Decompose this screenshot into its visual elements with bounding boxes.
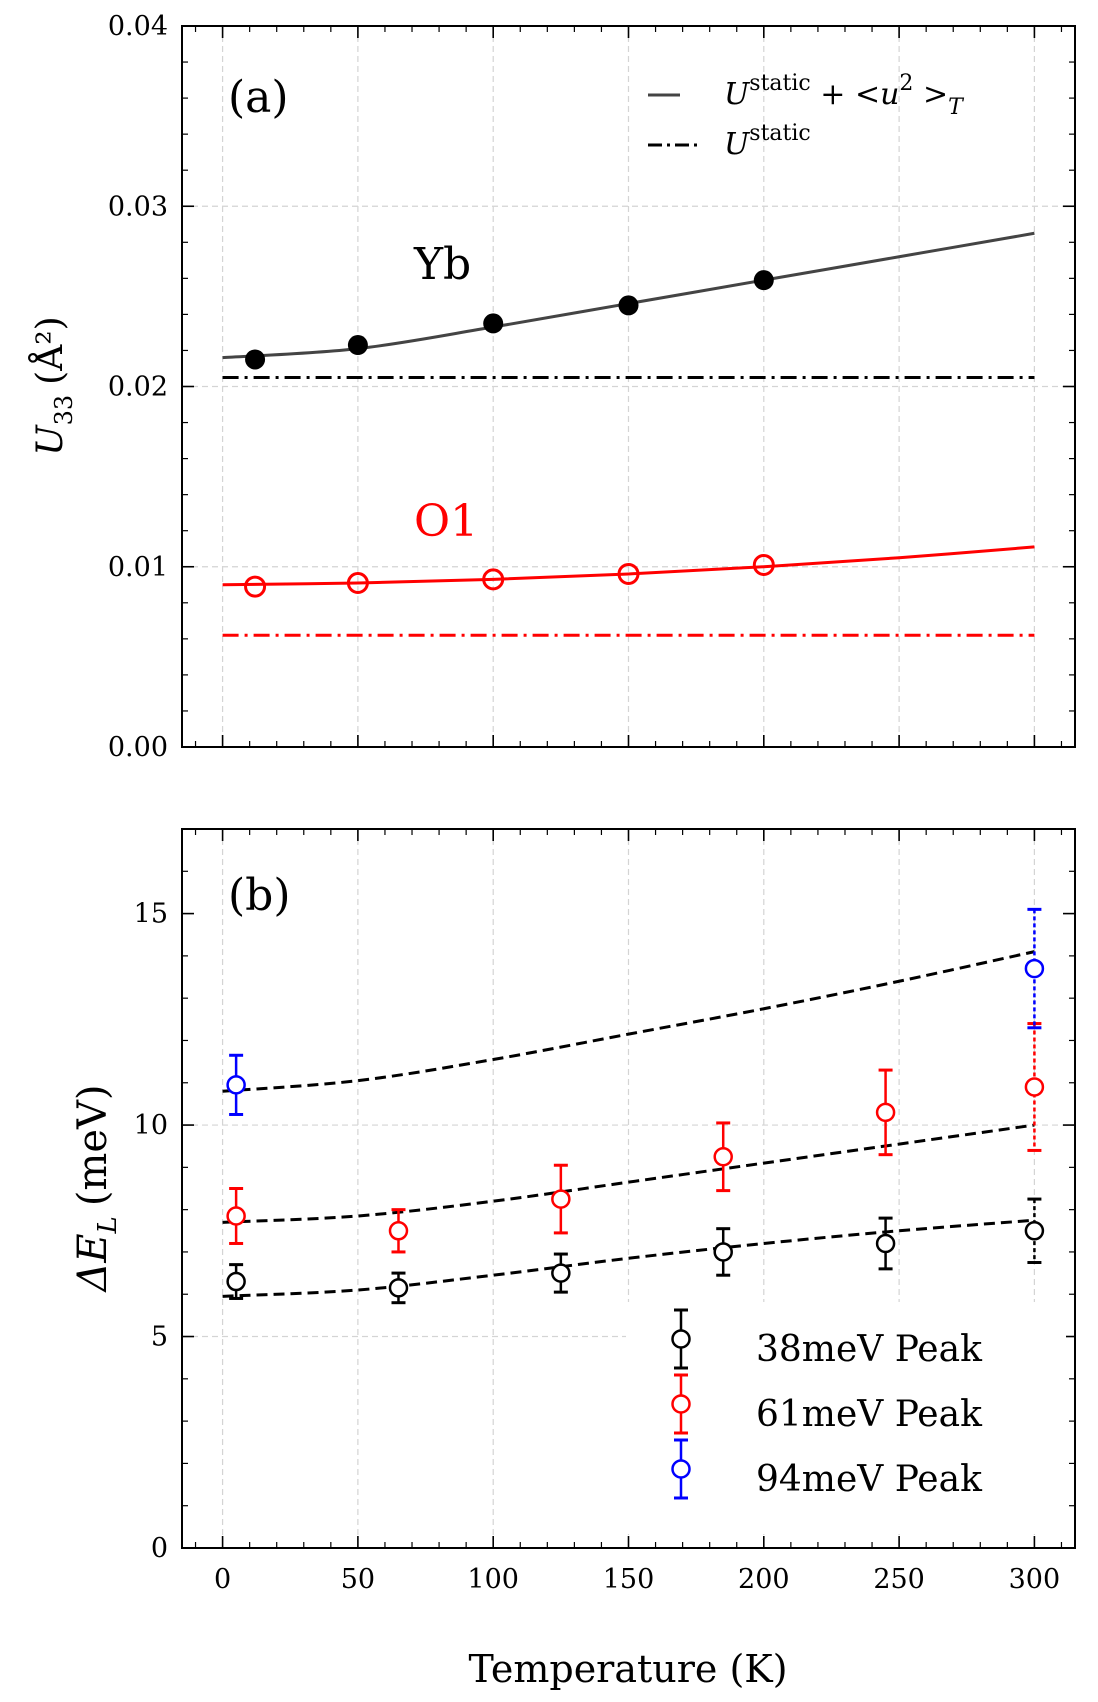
point-38mev-0-marker <box>226 1271 246 1292</box>
species-label-o1: O1 <box>414 496 478 547</box>
panel-b-xtick-label-100: 100 <box>467 1564 519 1595</box>
panel-a-label: (a) <box>228 72 289 123</box>
panel-a-ylabel-main: U <box>30 424 71 456</box>
legend-fit-rest: + <u <box>811 77 900 112</box>
legend-61mev-label: 61meV Peak <box>756 1394 983 1435</box>
panel-a-frame <box>181 25 1076 748</box>
panel-b-frame <box>181 828 1076 1549</box>
panel-b-label: (b) <box>228 870 291 921</box>
panel-a: 0.000.010.020.030.04 (a) Yb O1 U33(Å²) U… <box>29 11 1076 763</box>
legend-fit-sup: static <box>749 71 810 96</box>
panel-a-ylabel: U33 (Å²) <box>29 316 78 455</box>
panel-a-legend: Ustatic + <u2 >T Ustatic <box>648 71 965 162</box>
point-61mev-4-marker <box>875 1102 896 1123</box>
panel-b-xtick-label-250: 250 <box>873 1564 925 1595</box>
panel-b-ytick-label-1: 5 <box>151 1322 168 1353</box>
point-38mev-4-marker <box>875 1233 896 1254</box>
fit-curve-o1 <box>222 545 1035 587</box>
panel-b-xlabel: Temperature (K) <box>468 1647 787 1691</box>
legend-fit-label: Ustatic + <u2 >T <box>724 71 965 120</box>
panel-a-ytick-label-2: 0.02 <box>108 372 168 403</box>
panel-a-ytick-label-0: 0.00 <box>108 732 168 763</box>
point-94mev-0-marker <box>226 1075 246 1095</box>
point-o1-4 <box>752 553 775 576</box>
panel-b-legend: 38meV Peak 61meV Peak 94meV Peak <box>671 1308 983 1500</box>
legend-38mev-marker <box>671 1329 691 1349</box>
legend-61mev-marker <box>671 1394 691 1414</box>
panel-b-xtick-label-0: 0 <box>214 1564 231 1595</box>
panel-a-tick-labels: 0.00 0.01 0.02 0.03 0.04 <box>108 11 168 763</box>
panel-b-ylabel: ΔEL (meV) <box>70 1084 123 1293</box>
panel-a-points <box>244 270 775 598</box>
point-o1-1 <box>346 571 369 594</box>
panel-b-xtick-label-200: 200 <box>738 1564 790 1595</box>
point-yb-1 <box>347 335 368 356</box>
point-o1-3 <box>617 562 640 585</box>
panel-b-lines <box>222 950 1035 1298</box>
point-61mev-1-marker <box>388 1221 409 1241</box>
legend-38mev-label: 38meV Peak <box>756 1329 983 1370</box>
point-yb-3 <box>618 295 639 316</box>
point-yb-0 <box>245 349 266 370</box>
panel-b-ylabel-main: ΔE <box>70 1233 116 1293</box>
point-61mev-3-marker <box>713 1147 733 1167</box>
panel-b-ylabel-sub: L <box>93 1216 123 1234</box>
panel-b-ytick-label-3: 15 <box>134 899 168 930</box>
panel-b-xtick-label-50: 50 <box>341 1564 375 1595</box>
legend-fit-sub: T <box>948 95 965 120</box>
point-o1-0 <box>244 575 267 598</box>
legend-fit-rest2: > <box>913 77 948 112</box>
point-yb-2 <box>483 313 504 334</box>
point-61mev-2-marker <box>551 1189 571 1209</box>
panel-b-ytick-label-2: 10 <box>134 1110 168 1141</box>
point-38mev-5-marker <box>1024 1221 1045 1241</box>
point-yb-4 <box>753 270 774 291</box>
panel-b-points <box>226 907 1045 1305</box>
panel-a-ylabel-unit: (Å²) <box>29 316 71 385</box>
panel-b-ylabel-unit: (meV) <box>70 1084 116 1206</box>
panel-b-ytick-label-0: 0 <box>151 1533 168 1564</box>
legend-fit-base: U <box>724 77 751 112</box>
point-38mev-1-marker <box>388 1278 409 1298</box>
panel-a-ytick-label-4: 0.04 <box>108 11 168 42</box>
fit-curve-b-2 <box>222 950 1035 1093</box>
species-label-yb: Yb <box>413 239 471 290</box>
legend-94mev-label: 94meV Peak <box>756 1459 983 1500</box>
panel-b-xtick-label-150: 150 <box>603 1564 655 1595</box>
panel-b-legend-background <box>626 1302 1066 1534</box>
legend-static-sup: static <box>749 121 810 146</box>
legend-94mev-marker <box>671 1459 691 1479</box>
point-o1-2 <box>482 568 505 591</box>
legend-static-base: U <box>724 127 751 162</box>
panel-a-grid <box>182 26 1075 747</box>
fit-curve-b-1 <box>222 1123 1035 1224</box>
legend-static-label: Ustatic <box>724 121 811 162</box>
panel-a-ytick-label-1: 0.01 <box>108 552 168 583</box>
point-61mev-5-marker <box>1024 1077 1045 1097</box>
panel-a-ylabel-sub: 33 <box>50 395 78 426</box>
panel-b-xtick-label-300: 300 <box>1009 1564 1061 1595</box>
point-38mev-2-marker <box>551 1263 571 1283</box>
legend-fit-sup2: 2 <box>899 71 913 96</box>
point-94mev-1-marker <box>1024 958 1045 979</box>
point-38mev-3-marker <box>713 1242 733 1262</box>
panel-a-ytick-label-3: 0.03 <box>108 191 168 222</box>
point-61mev-0-marker <box>226 1206 246 1226</box>
